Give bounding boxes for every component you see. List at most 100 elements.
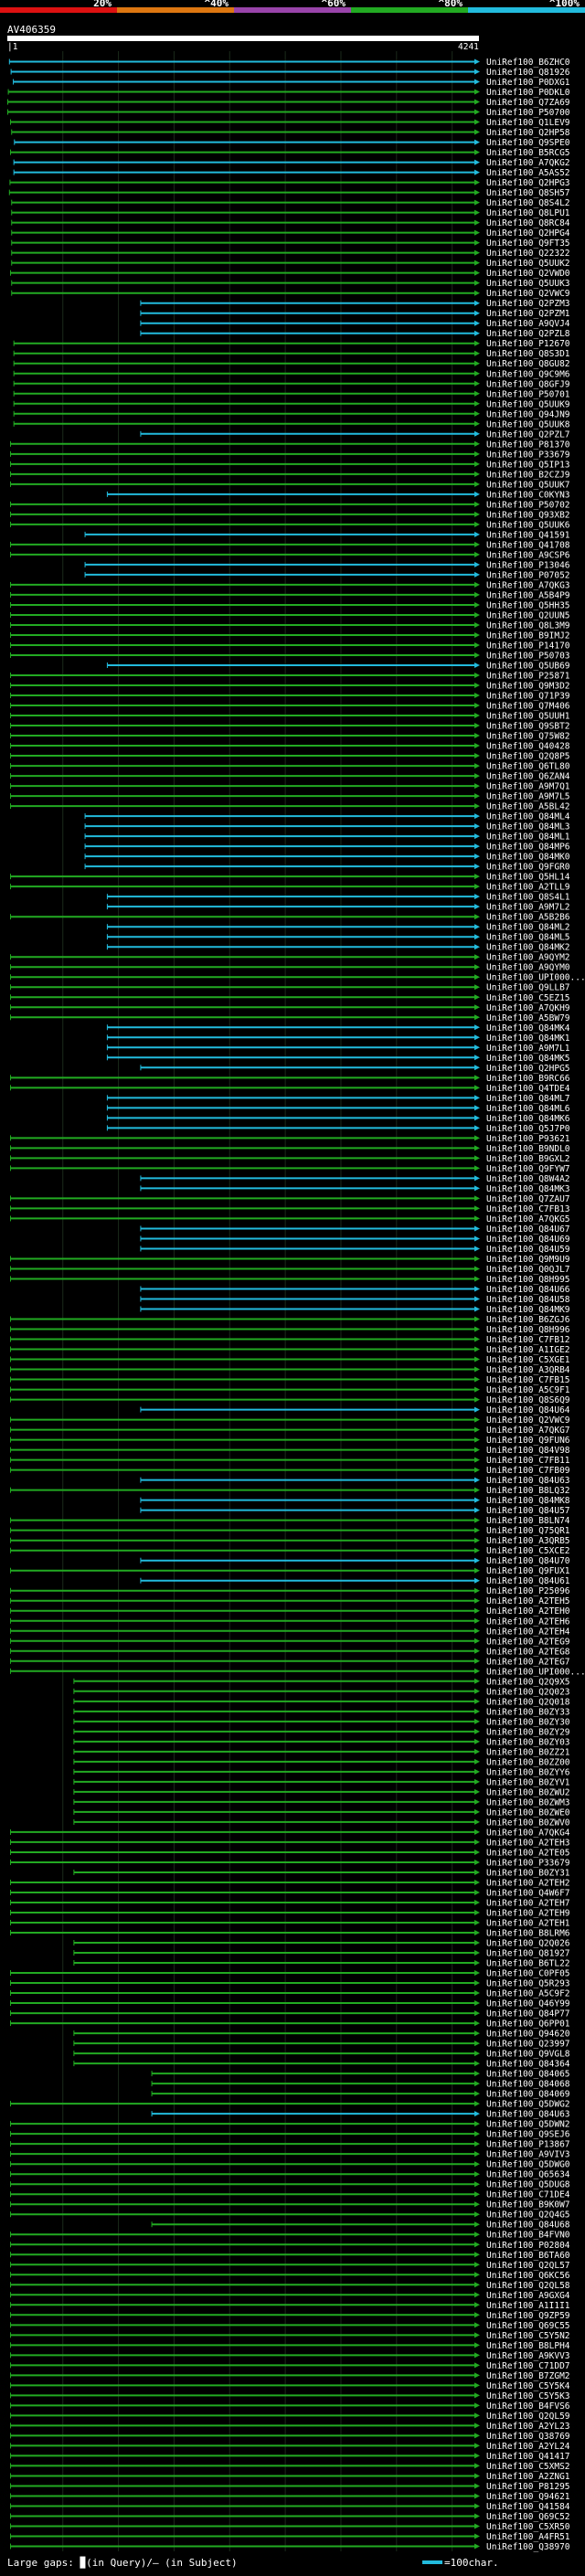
hit-label[interactable]: UniRef100_Q84U64 xyxy=(486,1405,570,1415)
hit-label[interactable]: UniRef100_B4FVS6 xyxy=(486,2401,570,2412)
hit-row[interactable]: UniRef100_B0ZWV0 xyxy=(73,1818,570,1828)
hit-label[interactable]: UniRef100_Q2Q026 xyxy=(486,1939,570,1949)
hit-row[interactable]: UniRef100_B0ZY31 xyxy=(73,1868,570,1878)
hit-row[interactable]: UniRef100_P25871 xyxy=(10,671,570,681)
hit-row[interactable]: UniRef100_A2ZNG1 xyxy=(10,2472,570,2482)
hit-label[interactable]: UniRef100_A2TEH7 xyxy=(486,1898,570,1908)
hit-row[interactable]: UniRef100_A7QKG5 xyxy=(10,1214,570,1224)
hit-label[interactable]: UniRef100_Q6TL80 xyxy=(486,762,570,772)
hit-row[interactable]: UniRef100_Q9LLB7 xyxy=(10,983,570,993)
hit-label[interactable]: UniRef100_Q84MK3 xyxy=(486,1184,570,1194)
hit-row[interactable]: UniRef100_Q8S3D1 xyxy=(13,349,570,359)
hit-row[interactable]: UniRef100_C7FB12 xyxy=(10,1335,570,1345)
hit-row[interactable]: UniRef100_P50701 xyxy=(13,389,570,399)
hit-row[interactable]: UniRef100_B9NDL0 xyxy=(10,1144,570,1154)
hit-label[interactable]: UniRef100_B0ZY31 xyxy=(486,1868,570,1878)
hit-row[interactable]: UniRef100_Q22322 xyxy=(11,249,570,259)
hit-row[interactable]: UniRef100_B0ZYV1 xyxy=(73,1777,570,1787)
hit-label[interactable]: UniRef100_Q84U57 xyxy=(486,1506,570,1516)
hit-row[interactable]: UniRef100_Q7M406 xyxy=(10,702,570,712)
hit-row[interactable]: UniRef100_Q2UUN5 xyxy=(10,610,570,620)
hit-label[interactable]: UniRef100_Q84MK8 xyxy=(486,1496,570,1506)
hit-label[interactable]: UniRef100_Q84ML7 xyxy=(486,1094,570,1104)
hit-row[interactable]: UniRef100_Q7ZAU7 xyxy=(10,1194,570,1204)
hit-label[interactable]: UniRef100_B9GXL2 xyxy=(486,1154,570,1164)
hit-label[interactable]: UniRef100_A2TEH1 xyxy=(486,1918,570,1928)
hit-row[interactable]: UniRef100_Q9SEJ6 xyxy=(10,2130,570,2140)
hit-row[interactable]: UniRef100_B4FVN0 xyxy=(10,2231,570,2241)
hit-row[interactable]: UniRef100_A9GXG4 xyxy=(10,2291,570,2301)
hit-label[interactable]: UniRef100_Q84ML4 xyxy=(486,812,570,822)
hit-label[interactable]: UniRef100_Q7ZAU7 xyxy=(486,1194,570,1204)
hit-label[interactable]: UniRef100_Q84ML1 xyxy=(486,832,570,843)
hit-row[interactable]: UniRef100_Q84ML6 xyxy=(106,1104,570,1114)
hit-label[interactable]: UniRef100_Q94620 xyxy=(486,2030,570,2040)
hit-label[interactable]: UniRef100_Q84065 xyxy=(486,2070,570,2080)
hit-label[interactable]: UniRef100_A7QKG3 xyxy=(486,580,570,590)
hit-row[interactable]: UniRef100_Q5DWN2 xyxy=(10,2120,570,2130)
hit-row[interactable]: UniRef100_Q84ML1 xyxy=(84,832,570,843)
hit-label[interactable]: UniRef100_Q8RC84 xyxy=(486,218,570,228)
hit-label[interactable]: UniRef100_Q2VWC9 xyxy=(486,1415,570,1426)
hit-label[interactable]: UniRef100_Q2QL59 xyxy=(486,2412,570,2422)
hit-label[interactable]: UniRef100_Q84U61 xyxy=(486,1576,570,1586)
hit-row[interactable]: UniRef100_A1IGE2 xyxy=(10,1345,570,1355)
hit-row[interactable]: UniRef100_Q9FGR0 xyxy=(84,863,570,873)
hit-row[interactable]: UniRef100_Q84MK5 xyxy=(106,1054,570,1064)
hit-label[interactable]: UniRef100_A9QYM0 xyxy=(486,963,570,973)
hit-row[interactable]: UniRef100_Q94JN9 xyxy=(13,409,570,419)
hit-label[interactable]: UniRef100_Q5UUK9 xyxy=(486,399,570,409)
hit-label[interactable]: UniRef100_Q84U70 xyxy=(486,1556,570,1566)
hit-row[interactable]: UniRef100_A7QKG7 xyxy=(10,1426,570,1436)
hit-row[interactable]: UniRef100_C5XGE1 xyxy=(10,1355,570,1365)
hit-row[interactable]: UniRef100_C5XR50 xyxy=(10,2522,570,2532)
hit-row[interactable]: UniRef100_A2TEH4 xyxy=(10,1627,570,1637)
hit-label[interactable]: UniRef100_Q6ZAN4 xyxy=(486,772,570,782)
hit-label[interactable]: UniRef100_Q5HL14 xyxy=(486,873,570,883)
hit-row[interactable]: UniRef100_C5Y5K4 xyxy=(10,2381,570,2391)
hit-label[interactable]: UniRef100_A2TEG7 xyxy=(486,1657,570,1667)
hit-label[interactable]: UniRef100_C5Y5K3 xyxy=(486,2391,570,2401)
hit-row[interactable]: UniRef100_Q2Q023 xyxy=(73,1687,570,1697)
hit-row[interactable]: UniRef100_A2TEH9 xyxy=(10,1908,570,1918)
hit-label[interactable]: UniRef100_B8LQ32 xyxy=(486,1486,570,1496)
hit-label[interactable]: UniRef100_C7FB11 xyxy=(486,1456,570,1466)
hit-label[interactable]: UniRef100_Q1LEV9 xyxy=(486,118,570,128)
hit-label[interactable]: UniRef100_Q2VWD0 xyxy=(486,269,570,279)
hit-label[interactable]: UniRef100_Q9VGL8 xyxy=(486,2050,570,2060)
hit-row[interactable]: UniRef100_Q5UUK6 xyxy=(10,520,570,530)
hit-row[interactable]: UniRef100_B5RCG5 xyxy=(10,148,570,158)
hit-label[interactable]: UniRef100_Q8GFJ9 xyxy=(486,379,570,389)
hit-row[interactable]: UniRef100_Q1LEV9 xyxy=(10,118,570,128)
hit-row[interactable]: UniRef100_A1I1I1 xyxy=(10,2301,570,2311)
hit-row[interactable]: UniRef100_A2TEH5 xyxy=(10,1596,570,1606)
hit-row[interactable]: UniRef100_Q5UUK7 xyxy=(10,480,570,490)
hit-label[interactable]: UniRef100_A5B4P9 xyxy=(486,590,570,600)
hit-row[interactable]: UniRef100_A9KVV3 xyxy=(10,2351,570,2361)
hit-label[interactable]: UniRef100_Q8S6Q9 xyxy=(486,1395,570,1405)
hit-row[interactable]: UniRef100_Q9M9U9 xyxy=(10,1255,570,1265)
hit-row[interactable]: UniRef100_B8LQ32 xyxy=(10,1486,570,1496)
hit-row[interactable]: UniRef100_Q5DWG2 xyxy=(10,2100,570,2110)
hit-row[interactable]: UniRef100_Q84069 xyxy=(151,2090,570,2100)
hit-row[interactable]: UniRef100_C7FB09 xyxy=(10,1466,570,1476)
hit-label[interactable]: UniRef100_Q2HPG4 xyxy=(486,228,570,239)
hit-row[interactable]: UniRef100_B8LPH4 xyxy=(10,2341,570,2351)
hit-label[interactable]: UniRef100_Q2Q9X5 xyxy=(486,1677,570,1687)
hit-row[interactable]: UniRef100_Q41708 xyxy=(10,540,570,550)
hit-row[interactable]: UniRef100_Q65634 xyxy=(10,2170,570,2180)
hit-row[interactable]: UniRef100_A9VIV3 xyxy=(10,2150,570,2160)
hit-label[interactable]: UniRef100_Q38769 xyxy=(486,2432,570,2442)
hit-row[interactable]: UniRef100_Q9M3D2 xyxy=(10,682,570,692)
hit-label[interactable]: UniRef100_A5B2B6 xyxy=(486,913,570,923)
hit-row[interactable]: UniRef100_Q23997 xyxy=(73,2040,570,2050)
hit-row[interactable]: UniRef100_A7QKG3 xyxy=(10,580,570,590)
hit-label[interactable]: UniRef100_Q9FUX1 xyxy=(486,1566,570,1576)
hit-label[interactable]: UniRef100_Q71P39 xyxy=(486,692,570,702)
hit-label[interactable]: UniRef100_P25096 xyxy=(486,1586,570,1596)
hit-row[interactable]: UniRef100_Q4W6F7 xyxy=(10,1888,570,1898)
hit-label[interactable]: UniRef100_B9K0W7 xyxy=(486,2200,570,2210)
hit-row[interactable]: UniRef100_Q41591 xyxy=(84,530,570,540)
hit-label[interactable]: UniRef100_A7QKH9 xyxy=(486,1003,570,1013)
hit-row[interactable]: UniRef100_A3QRB4 xyxy=(10,1365,570,1375)
